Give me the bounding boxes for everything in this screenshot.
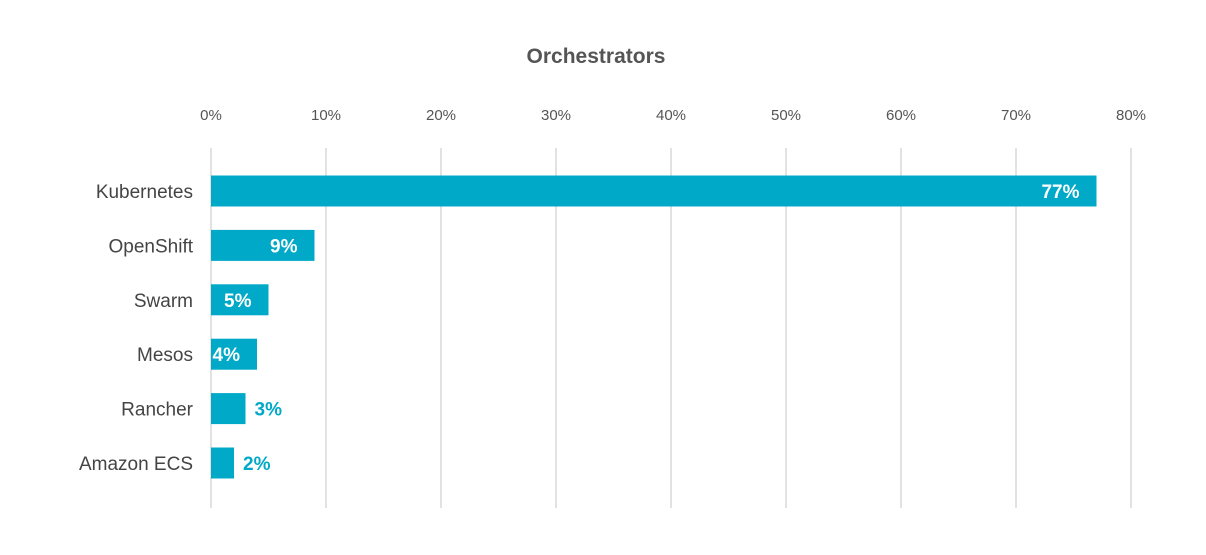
bar-amazon-ecs bbox=[211, 447, 234, 479]
bar-openshift bbox=[211, 229, 315, 261]
x-tick-label-10: 10% bbox=[311, 107, 341, 124]
x-tick-label-70: 70% bbox=[1001, 107, 1031, 124]
data-label-amazon-ecs: 2% bbox=[243, 454, 271, 475]
category-label-openshift: OpenShift bbox=[109, 236, 194, 257]
data-label-rancher: 3% bbox=[255, 400, 283, 421]
bar-mesos bbox=[211, 338, 257, 370]
x-tick-label-50: 50% bbox=[771, 107, 801, 124]
x-tick-label-40: 40% bbox=[656, 107, 686, 124]
bar-rancher bbox=[211, 393, 246, 425]
bar-swarm bbox=[211, 284, 269, 316]
bars bbox=[211, 175, 1097, 479]
x-tick-label-0: 0% bbox=[200, 107, 222, 124]
category-label-rancher: Rancher bbox=[121, 400, 193, 421]
data-label-swarm: 5% bbox=[224, 291, 252, 312]
x-tick-label-20: 20% bbox=[426, 107, 456, 124]
data-label-mesos: 4% bbox=[213, 345, 241, 366]
data-label-kubernetes: 77% bbox=[1041, 182, 1079, 203]
data-labels: 77% 9% 5% 4% 3% 2% bbox=[213, 182, 1080, 475]
category-labels: Kubernetes OpenShift Swarm Mesos Rancher Amaz… bbox=[79, 182, 194, 475]
x-axis-tick-labels: 0% 10% 20% 30% 40% 50% 60% 70% 80% bbox=[200, 107, 1146, 124]
category-label-amazon-ecs: Amazon ECS bbox=[79, 454, 193, 475]
x-tick-label-80: 80% bbox=[1116, 107, 1146, 124]
category-label-kubernetes: Kubernetes bbox=[96, 182, 193, 203]
chart-title: Orchestrators bbox=[527, 45, 666, 68]
x-tick-label-30: 30% bbox=[541, 107, 571, 124]
category-label-swarm: Swarm bbox=[134, 291, 193, 312]
category-label-mesos: Mesos bbox=[137, 345, 193, 366]
bar-kubernetes bbox=[211, 175, 1097, 207]
data-label-openshift: 9% bbox=[270, 236, 298, 257]
gridlines bbox=[210, 148, 1132, 508]
x-tick-label-60: 60% bbox=[886, 107, 916, 124]
